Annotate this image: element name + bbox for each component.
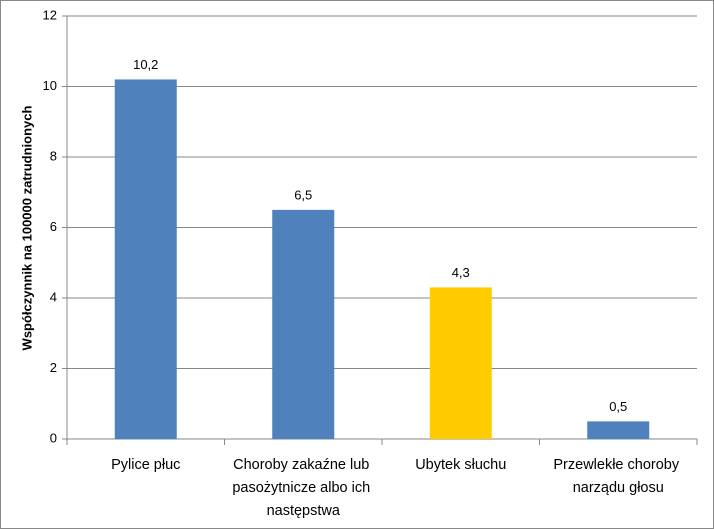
bar	[587, 421, 650, 439]
y-tick-label: 12	[43, 7, 57, 22]
y-tick-label: 8	[50, 148, 57, 163]
y-tick-label: 2	[50, 360, 57, 375]
x-tick-label: Choroby zakaźne lub pasożytnicze albo ic…	[232, 457, 374, 519]
bar	[429, 287, 492, 439]
data-label: 6,5	[294, 187, 312, 202]
x-tick-label: Przewlekłe choroby narządu głosu	[553, 457, 683, 496]
x-tick-label: Pylice płuc	[111, 457, 180, 473]
y-axis-title: Współczynnik na 100000 zatrudnionych	[19, 105, 34, 350]
x-tick-label: Ubytek słuchu	[415, 457, 506, 473]
bar	[272, 209, 335, 439]
data-label: 10,2	[133, 57, 158, 72]
y-tick-label: 6	[50, 219, 57, 234]
data-label: 0,5	[609, 399, 627, 414]
data-label: 4,3	[452, 265, 470, 280]
y-tick-label: 4	[50, 289, 57, 304]
y-tick-label: 10	[43, 78, 57, 93]
y-tick-label: 0	[50, 430, 57, 445]
bar	[114, 79, 177, 439]
